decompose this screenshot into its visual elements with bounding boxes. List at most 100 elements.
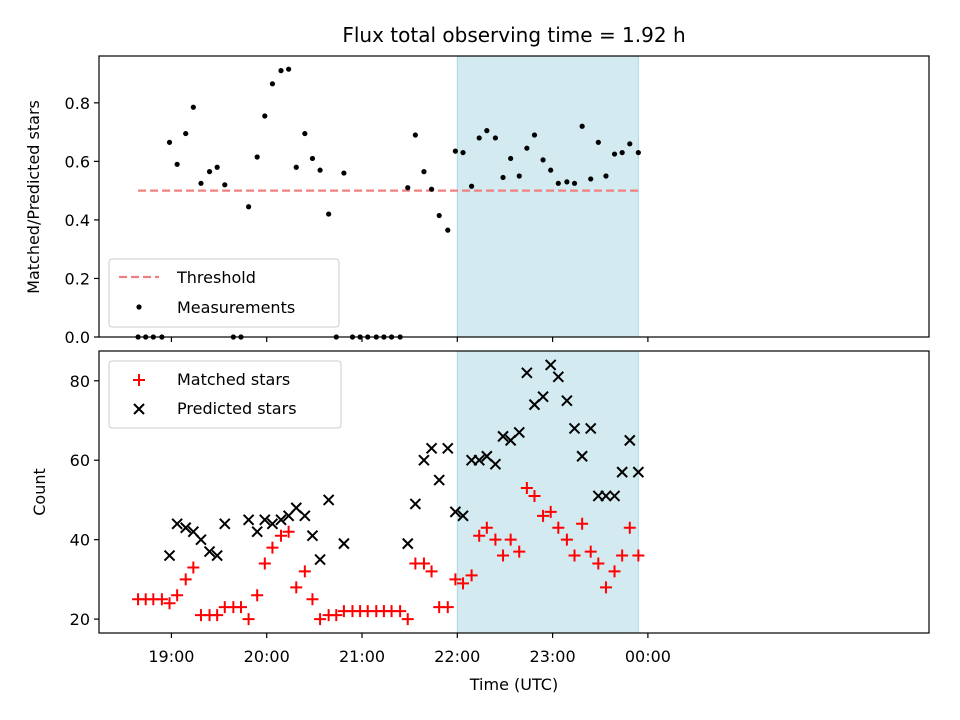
measurement-point — [166, 139, 173, 145]
legend-predicted-label: Predicted stars — [177, 399, 297, 418]
measurement-point — [500, 174, 506, 181]
matched-star-point — [528, 489, 541, 502]
predicted-star-point — [425, 442, 438, 455]
measurement-point — [269, 81, 276, 87]
measurement-point — [302, 130, 308, 137]
predicted-star-point — [473, 454, 485, 466]
predicted-star-point — [576, 450, 588, 462]
matched-star-point — [314, 613, 327, 626]
y-tick-label: 80 — [70, 372, 90, 391]
predicted-star-point — [497, 430, 509, 443]
measurement-point — [492, 135, 499, 141]
measurement-point — [540, 157, 546, 163]
measurement-point — [484, 128, 490, 134]
matched-star-point — [441, 601, 454, 614]
predicted-star-point — [180, 522, 192, 534]
measurement-point — [278, 68, 284, 74]
measurement-point — [317, 167, 323, 173]
predicted-star-point — [568, 422, 581, 435]
measurement-point — [516, 173, 522, 179]
measurement-point — [222, 182, 228, 188]
matched-star-point — [473, 529, 486, 542]
measurement-point — [508, 155, 514, 162]
predicted-star-point — [489, 458, 502, 470]
matched-star-point — [179, 573, 192, 586]
measurement-point — [571, 180, 578, 186]
measurement-point — [611, 151, 618, 157]
matched-star-point — [401, 613, 414, 626]
matched-star-point — [290, 581, 303, 594]
predicted-star-point — [442, 442, 454, 455]
measurement-point — [445, 227, 451, 233]
measurement-point — [190, 104, 196, 110]
matched-star-point — [171, 589, 184, 602]
measurement-point — [555, 180, 561, 186]
x-tick-label: 20:00 — [244, 647, 290, 666]
legend-predicted-swatch — [133, 403, 145, 415]
matched-star-point — [560, 533, 573, 546]
matched-star-point — [330, 609, 343, 622]
predicted-star-point — [608, 490, 621, 502]
measurement-point — [603, 173, 609, 179]
y-tick-label: 40 — [70, 531, 90, 550]
predicted-star-point — [211, 549, 223, 562]
bottom-x-ticks: 19:00 20:00 21:00 22:00 23:00 00:00 — [148, 633, 671, 666]
top-panel: 0.00.20.40.60.8 Matched/Predicted stars … — [24, 55, 930, 347]
predicted-star-point — [266, 518, 279, 530]
matched-star-point — [266, 541, 279, 554]
matched-star-point — [576, 517, 589, 530]
bottom-highlight-span — [456, 350, 639, 634]
top-y-axis-label: Matched/Predicted stars — [24, 100, 43, 294]
matched-star-point — [306, 593, 319, 606]
matched-star-point — [282, 525, 295, 538]
top-x-ticks — [170, 337, 649, 342]
matched-star-point — [155, 593, 168, 606]
measurement-point — [524, 145, 530, 151]
matched-star-point — [211, 609, 224, 622]
predicted-star-point — [195, 533, 207, 546]
matched-star-point — [425, 565, 438, 578]
measurement-point — [183, 130, 189, 137]
measurement-point — [286, 66, 292, 72]
predicted-star-point — [513, 426, 525, 439]
matched-star-point — [497, 549, 510, 562]
matched-star-point — [513, 545, 526, 558]
measurement-point — [595, 139, 601, 145]
bottom-y-axis-label: Count — [30, 468, 49, 516]
predicted-star-point — [251, 526, 263, 538]
measurement-point — [412, 132, 418, 138]
predicted-star-point — [163, 549, 176, 562]
bottom-y-ticks: 20 40 60 80 — [70, 372, 99, 629]
measurement-point — [468, 183, 475, 189]
predicted-star-point — [616, 466, 628, 478]
matched-star-point — [417, 557, 430, 570]
matched-star-point — [187, 561, 200, 574]
measurement-point — [531, 132, 538, 138]
predicted-star-point — [203, 545, 216, 558]
matched-star-point — [457, 577, 470, 590]
matched-star-point — [251, 589, 264, 602]
top-highlight-span — [456, 55, 639, 338]
measurement-point — [564, 179, 570, 185]
predicted-star-point — [537, 390, 549, 403]
legend-measurements-swatch — [136, 304, 142, 310]
measurement-point — [341, 170, 347, 176]
measurement-point — [293, 164, 299, 170]
bottom-legend-box — [108, 360, 342, 429]
measurement-point — [174, 161, 180, 167]
legend-matched-label: Matched stars — [177, 370, 290, 389]
matched-star-point — [599, 581, 612, 594]
bottom-points-layer — [132, 359, 645, 626]
chart-title: Flux total observing time = 1.92 h — [342, 23, 685, 47]
measurement-point — [579, 123, 585, 129]
predicted-star-point — [585, 422, 597, 435]
measurement-point — [436, 212, 442, 219]
x-tick-label: 00:00 — [625, 647, 671, 666]
predicted-star-point — [219, 518, 231, 530]
predicted-star-point — [409, 498, 422, 510]
measurement-point — [476, 135, 482, 141]
predicted-star-point — [600, 490, 612, 502]
bottom-panel-frame — [98, 350, 930, 634]
predicted-star-point — [275, 514, 287, 526]
measurement-point — [548, 167, 554, 173]
